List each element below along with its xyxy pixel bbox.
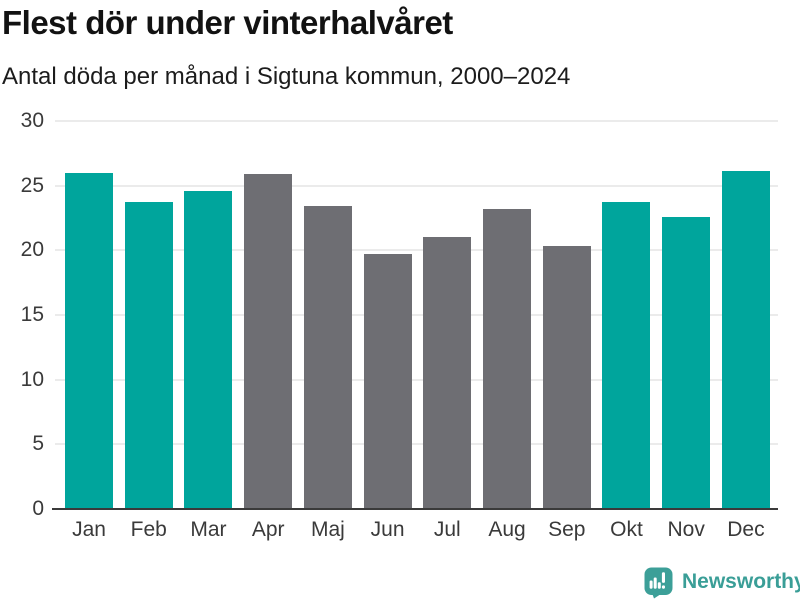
plot-area	[55, 120, 778, 509]
bar-series	[57, 121, 778, 509]
bar-jun	[363, 254, 412, 509]
x-tick-label-okt: Okt	[610, 518, 643, 541]
x-axis-labels: Jan Feb Mar Apr Maj Jun Jul Aug Sep Okt Nov Dec	[57, 517, 778, 543]
chart-title: Flest dör under vinterhalvåret	[2, 4, 453, 41]
newsworthy-logo-text: Newsworthy	[682, 570, 800, 593]
y-tick-label-30: 30	[20, 109, 44, 132]
x-axis-line	[52, 508, 778, 510]
gridline-5	[55, 443, 778, 446]
x-tick-label-sep: Sep	[548, 518, 586, 541]
x-tick-label-maj: Maj	[310, 518, 345, 541]
y-tick-label-0: 0	[32, 497, 44, 520]
x-tick-label-jan: Jan	[72, 518, 106, 541]
bar-mar	[184, 190, 233, 509]
x-tick-label-jun: Jun	[370, 518, 405, 541]
bar-nov	[662, 216, 711, 509]
x-tick-label-nov: Nov	[667, 518, 705, 541]
bar-feb	[124, 202, 173, 509]
bar-jan	[65, 172, 113, 509]
bar-dec	[721, 171, 770, 509]
bar-maj	[303, 206, 352, 509]
x-tick-label-mar: Mar	[190, 518, 227, 541]
gridline-10	[55, 378, 778, 381]
newsworthy-logo-icon	[644, 567, 673, 599]
chart-subtitle: Antal döda per månad i Sigtuna kommun, 2…	[2, 63, 571, 90]
gridline-30	[55, 120, 778, 122]
y-tick-label-25: 25	[20, 173, 44, 197]
bar-jul	[423, 237, 472, 509]
bar-okt	[602, 202, 651, 509]
x-tick-label-apr: Apr	[251, 518, 285, 541]
gridline-20	[55, 249, 778, 252]
bar-apr	[244, 174, 293, 509]
gridline-15	[55, 314, 778, 316]
gridline-25	[55, 184, 778, 187]
y-tick-label-15: 15	[20, 303, 44, 326]
y-axis-ticks: 0 5 10 15 20 25 30	[0, 110, 44, 520]
y-tick-label-10: 10	[20, 367, 44, 391]
newsworthy-logo: Newsworthy	[644, 567, 800, 599]
bar-aug	[483, 208, 532, 509]
x-tick-label-feb: Feb	[130, 518, 167, 541]
bar-sep	[542, 246, 591, 509]
y-tick-label-5: 5	[32, 432, 44, 456]
x-tick-label-jul: Jul	[433, 518, 461, 541]
y-tick-label-20: 20	[20, 238, 44, 262]
x-tick-label-aug: Aug	[488, 518, 526, 541]
x-tick-label-dec: Dec	[727, 518, 765, 541]
